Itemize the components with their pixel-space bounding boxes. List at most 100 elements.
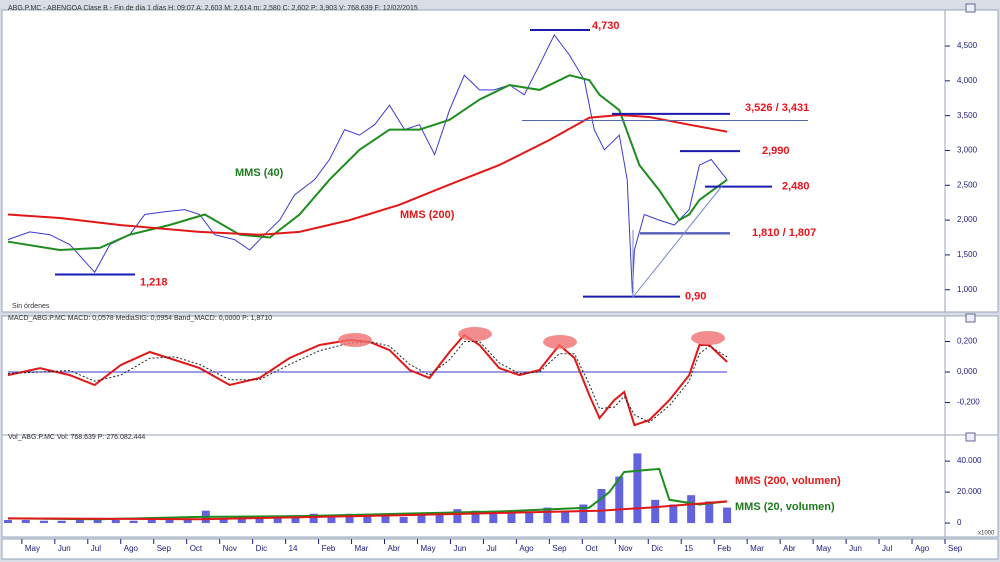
series-label: MMS (20, volumen) [735,501,835,513]
trend-line [632,185,723,298]
volume-bar [579,504,588,524]
x-tick-label: May [816,544,831,553]
volume-bar [525,512,534,524]
x-tick-label: May [25,544,40,553]
axis-area [944,315,999,438]
x-tick-label: Ago [519,544,534,553]
y-tick-label: 40.000 [957,456,982,465]
panel-header: ABG.P.MC - ABENGOA Clase B - Fin de día … [8,5,418,12]
x-tick-label: Sep [552,544,567,553]
volume-bar [471,510,480,524]
volume-bar [723,507,732,524]
panel [1,9,999,313]
x-tick-label: May [420,544,435,553]
y-tick-label: 3,500 [957,111,978,120]
x-tick-label: Sep [157,544,172,553]
volume-bar [129,520,138,524]
y-tick-label: 4,000 [957,76,978,85]
volume-bar [4,519,12,524]
y-tick-label: 1,500 [957,250,978,259]
level-label: 1,218 [140,276,168,288]
series-line [7,113,728,236]
volume-bar [633,453,642,524]
volume-bar [111,519,120,524]
volume-bar [651,499,660,524]
series-line [7,333,728,427]
y-tick-label: 2,500 [957,180,978,189]
volume-bar [93,519,102,524]
volume-bar [309,513,318,524]
volume-bar [273,518,282,524]
x-axis-strip [1,538,999,560]
volume-bar [435,513,444,524]
volume-bar [687,495,696,524]
volume-bar [705,501,714,524]
level-label: 1,810 / 1,807 [752,227,816,239]
x-tick-label: Nov [618,544,632,553]
volume-bar [669,504,678,524]
highlight [338,333,372,347]
status-note: Sin órdenes [12,303,50,310]
volume-bar [561,510,570,524]
x-tick-label: Jul [486,544,496,553]
level-label: 2,480 [782,181,810,193]
volume-bar [453,509,462,524]
volume-bar [345,513,354,524]
x-tick-label: Jun [58,544,71,553]
series-line [7,74,728,252]
series-label: MMS (200) [400,209,455,221]
volume-bar [183,519,192,524]
x-tick-label: Feb [322,544,336,553]
volume-bar [75,519,84,524]
close-button [965,313,976,323]
volume-bar [363,515,372,524]
volume-bar [165,519,174,524]
panel-header: Vol_ABG.P.MC Vol: 768.639 P: 276.082.444 [8,434,145,441]
axis-area [944,434,999,538]
series-line [7,500,728,521]
x-tick-label: Oct [585,544,598,553]
highlight [458,327,492,341]
x-tick-label: Ago [124,544,139,553]
volume-bar [597,489,606,524]
x-tick-label: Jun [453,544,466,553]
x-tick-label: Abr [783,544,796,553]
volume-bar [543,507,552,524]
volume-bar [381,515,390,524]
level-label: 4,730 [592,20,620,32]
panel-header: MACD_ABG.P.MC MACD: 0,0578 MediaSIG: 0,0… [8,315,272,322]
y-tick-label: 0,200 [957,337,978,346]
x-tick-label: Dic [256,544,268,553]
highlight [543,335,577,349]
volume-bar [417,515,426,524]
y-tick-label: 2,000 [957,215,978,224]
volume-bar [255,516,264,524]
macd-highlights [338,327,725,349]
highlight [691,331,725,345]
x-tick-label: Feb [717,544,731,553]
x-tick-label: 15 [684,544,693,553]
series-line [7,33,728,294]
y-tick-label: 1,000 [957,285,978,294]
series-line [7,340,728,423]
level-label: 2,990 [762,145,790,157]
volume-bar [147,519,156,524]
volume-bar [57,520,66,524]
x-tick-label: Nov [223,544,237,553]
series-line [7,467,728,521]
volume-bar [399,516,408,524]
x-tick-label: Abr [388,544,401,553]
volume-bar [39,520,48,524]
x-tick-label: Sep [948,544,963,553]
y-tick-label: 0 [957,518,962,527]
x-tick-label: Dic [651,544,663,553]
y-tick-label: 20.000 [957,487,982,496]
axis-area [944,9,999,313]
volume-bar [237,518,246,524]
x-tick-label: Jul [882,544,892,553]
volume-bar [615,476,624,524]
panel [1,315,999,438]
x-tick-label: Mar [750,544,764,553]
volume-bar [489,510,498,524]
